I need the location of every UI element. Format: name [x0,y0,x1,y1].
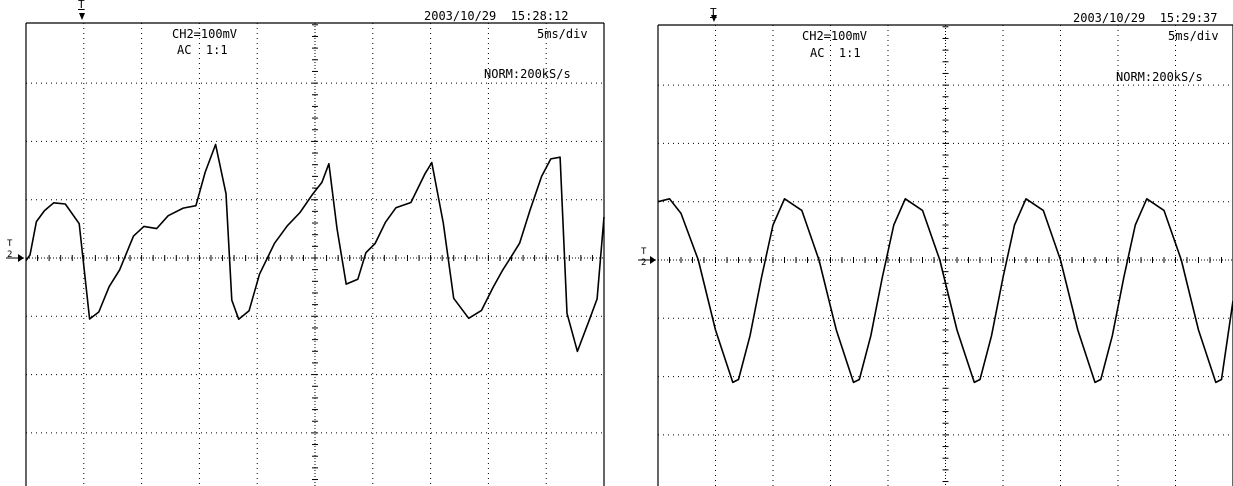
ground-marker: 2 [7,250,13,260]
level-marker: T [7,239,13,249]
coupling-label: AC 1:1 [177,43,228,57]
scope-display-left: T 2003/10/29 15:28:12 CH2=100mV AC 1:1 5… [0,0,610,486]
plot-area [6,13,605,486]
markers [638,15,717,264]
grid [25,22,605,486]
channel-scale: CH2=100mV [172,27,238,41]
waveform-trace [25,143,605,353]
acquisition-label: NORM:200kS/s [1116,70,1203,84]
waveform-trace [657,198,1233,384]
markers [6,13,85,262]
timestamp: 2003/10/29 15:28:12 [424,9,569,23]
timebase-label: 5ms/div [1168,29,1219,43]
plot-area [638,15,1233,486]
trigger-arrow-icon [711,15,717,22]
trigger-arrow-icon [79,13,85,20]
timestamp: 2003/10/29 15:29:37 [1073,11,1218,25]
trigger-marker: T [710,6,717,19]
acquisition-label: NORM:200kS/s [484,67,571,81]
coupling-label: AC 1:1 [810,46,861,60]
channel-scale: CH2=100mV [802,29,868,43]
scope-display-right: T 2003/10/29 15:29:37 CH2=100mV AC 1:1 5… [634,0,1233,486]
timebase-label: 5ms/div [537,27,588,41]
waveform [25,143,605,353]
trigger-marker: T [78,0,85,11]
ground-marker: 2 [641,258,647,268]
level-marker: T [641,247,647,257]
waveform [657,198,1233,384]
grid [657,24,1233,486]
